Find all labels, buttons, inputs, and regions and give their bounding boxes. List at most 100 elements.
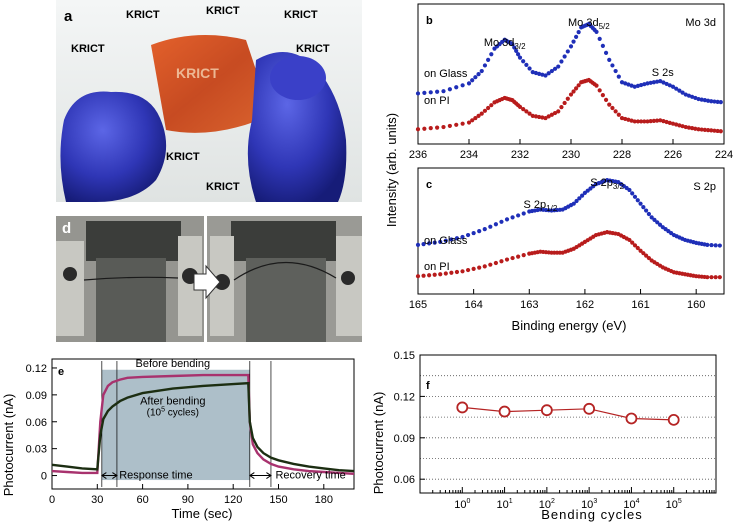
cycles-point	[456, 401, 469, 414]
xps-point	[493, 260, 498, 266]
xps-point	[717, 243, 722, 248]
x-tick-label: 90	[182, 494, 194, 506]
xps-point	[576, 30, 581, 35]
xps-point	[709, 242, 714, 248]
xps-point	[705, 242, 710, 247]
xps-point	[471, 266, 476, 271]
xps-point	[516, 213, 521, 218]
xps-point	[449, 237, 454, 242]
xps-point	[568, 44, 574, 49]
x-tick-label: 160	[687, 299, 705, 311]
xps-point	[702, 98, 707, 103]
xps-point	[712, 128, 717, 133]
xps-point	[718, 129, 723, 134]
xps-point	[630, 191, 635, 196]
x-tick-label: 236	[409, 149, 427, 161]
xps-point	[705, 128, 711, 133]
photocurrent-line	[51, 373, 355, 475]
xps-point	[521, 211, 526, 216]
xps-point	[661, 119, 666, 124]
xps-point	[693, 95, 698, 101]
xps-point	[460, 269, 465, 274]
f-frame	[419, 354, 717, 494]
xps-point	[510, 215, 515, 220]
xps-point	[540, 72, 545, 77]
xps-point	[488, 224, 493, 229]
xps-point	[607, 57, 612, 62]
xps-point	[642, 119, 647, 124]
x-tick-label: 0	[49, 494, 55, 506]
xps-point	[632, 243, 638, 248]
xps-point	[477, 265, 482, 270]
photocurrent-line	[51, 381, 355, 473]
xps-point	[521, 107, 526, 112]
xps-point	[677, 123, 682, 128]
xps-point	[594, 29, 599, 34]
after-bending-label: After bending	[140, 396, 205, 408]
photo-panel-a: KRICT KRICT KRICT KRICT KRICT KRICT KRICT KRICT…	[56, 0, 362, 202]
xps-point	[699, 127, 704, 132]
krict-logo: KRICT	[206, 5, 240, 17]
xps-point	[562, 100, 567, 106]
xps-point	[510, 255, 515, 261]
xps-point	[486, 57, 491, 62]
xps-xlabel: Binding energy (eV)	[512, 318, 627, 333]
xps-point	[657, 222, 663, 227]
bending-test-photo	[56, 216, 362, 342]
y-tick-label: 0	[41, 471, 47, 483]
xps-point	[696, 96, 701, 102]
krict-logo: KRICT	[284, 9, 318, 21]
peak-label: Mo 3d3/2	[484, 37, 526, 51]
photocurrent-cycles-chart: Photocurrent (nA) Bending cycles 0.06 0.0…	[371, 350, 717, 522]
arrow-right-icon	[193, 264, 221, 300]
recovery-time-label: Recovery time	[275, 470, 345, 482]
illumination-shade	[101, 369, 250, 481]
y-tick-label: 0.09	[26, 390, 47, 402]
xps-point	[576, 83, 581, 88]
xps-point	[597, 36, 602, 41]
e-ylabel: Photocurrent (nA)	[1, 394, 16, 497]
xps-point	[415, 91, 421, 96]
xps-point	[443, 238, 448, 243]
xps-point	[702, 127, 707, 132]
xps-point	[709, 99, 714, 104]
xps-point	[693, 126, 698, 131]
xps-point	[473, 75, 478, 80]
xps-point	[717, 275, 722, 280]
xps-point	[630, 240, 635, 245]
xps-point	[524, 62, 529, 67]
xps-point	[674, 86, 679, 91]
xps-point	[712, 99, 717, 104]
xps-point	[632, 194, 638, 199]
xps-point	[713, 243, 718, 248]
xps-point	[454, 236, 460, 241]
x-tick-label: 161	[631, 299, 649, 311]
xps-point	[705, 275, 710, 280]
xps-point	[632, 84, 637, 89]
xps-point	[603, 50, 609, 55]
xps-point	[562, 54, 567, 59]
xps-point	[680, 90, 685, 95]
x-tick-label: 165	[409, 299, 427, 311]
recovery-arrow	[248, 472, 272, 479]
x-tick-label: 180	[315, 494, 333, 506]
x-tick-label: 120	[224, 494, 242, 506]
xps-point	[667, 83, 672, 88]
xps-point	[415, 242, 421, 247]
xps-point	[460, 83, 465, 88]
xps-point	[438, 239, 443, 244]
e-frame	[51, 358, 355, 490]
xps-point	[486, 105, 491, 111]
xps-point	[664, 81, 669, 87]
xps-point	[623, 81, 628, 86]
peak-label: S 2p3/2	[590, 177, 624, 191]
xps-point	[559, 105, 564, 110]
cycles-point	[540, 404, 553, 417]
xps-point	[670, 84, 676, 89]
xps-point	[648, 80, 653, 85]
xps-point	[683, 124, 688, 130]
xps-point	[594, 83, 599, 88]
xps-point	[639, 119, 644, 124]
xps-point	[533, 70, 539, 76]
xps-point	[644, 208, 649, 213]
